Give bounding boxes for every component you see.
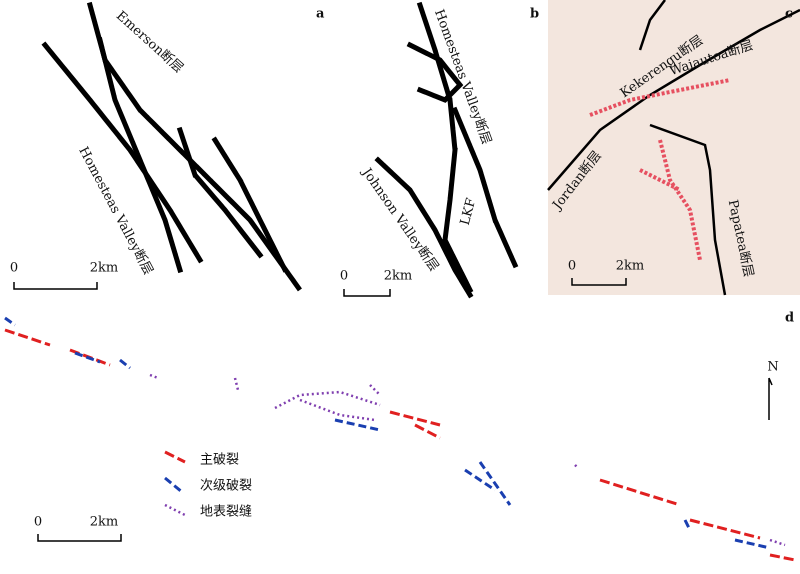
secondary-rupture (4, 316, 771, 550)
rupture-zone (589, 78, 731, 261)
scale-bar (13, 282, 98, 290)
scale-bar (37, 534, 122, 542)
panel-b: b Homesteas Valley断层 Johnson Valley断层 LK… (340, 1, 539, 299)
legend-swatch (164, 450, 186, 464)
fault-line (406, 41, 464, 103)
fault-name: LKF (458, 197, 480, 227)
scale-label: 0 (34, 515, 42, 530)
legend-label: 次级破裂 (200, 478, 252, 494)
legend-swatch (164, 503, 186, 517)
scale-bar (343, 289, 391, 297)
fault-line (41, 41, 204, 264)
fault-name: Emerson断层 (113, 8, 186, 76)
fault-line (96, 36, 184, 274)
legend-label: 地表裂缝 (200, 505, 252, 520)
surface-crack (149, 373, 786, 547)
panel-label: c (785, 7, 793, 22)
scale-label: 2km (90, 261, 118, 276)
north-label: N (767, 360, 778, 375)
fault-line (547, 8, 800, 191)
north-arrow (768, 377, 773, 420)
panel-label: a (316, 7, 325, 22)
fault-line (211, 136, 289, 274)
panel-label: b (530, 7, 539, 22)
fault-line (649, 123, 727, 296)
scale-bar (571, 278, 627, 286)
panel-a: a Emerson断层 Homesteas Valley断层 0 2km (10, 1, 325, 294)
fault-line (451, 106, 519, 269)
scale-label: 2km (616, 259, 644, 274)
fault-line (638, 0, 666, 51)
panel-d: d N 主破裂 次级破裂 地表裂缝 0 2km (4, 311, 796, 562)
scale-label: 2km (384, 269, 412, 284)
scale-label: 2km (90, 515, 118, 530)
scale-label: 0 (340, 269, 348, 284)
legend-label: 主破裂 (200, 453, 239, 468)
panel-label: d (785, 311, 794, 326)
legend-swatch (164, 476, 183, 494)
scale-label: 0 (568, 259, 576, 274)
fault-line (176, 126, 264, 259)
fault-line (374, 156, 474, 299)
fault-line (416, 1, 474, 294)
panel-c: c Kekerengu断层 Waiautoa断层 Jordan断层 Papate… (547, 0, 800, 296)
panel-background (548, 0, 800, 295)
scale-label: 0 (10, 261, 18, 276)
